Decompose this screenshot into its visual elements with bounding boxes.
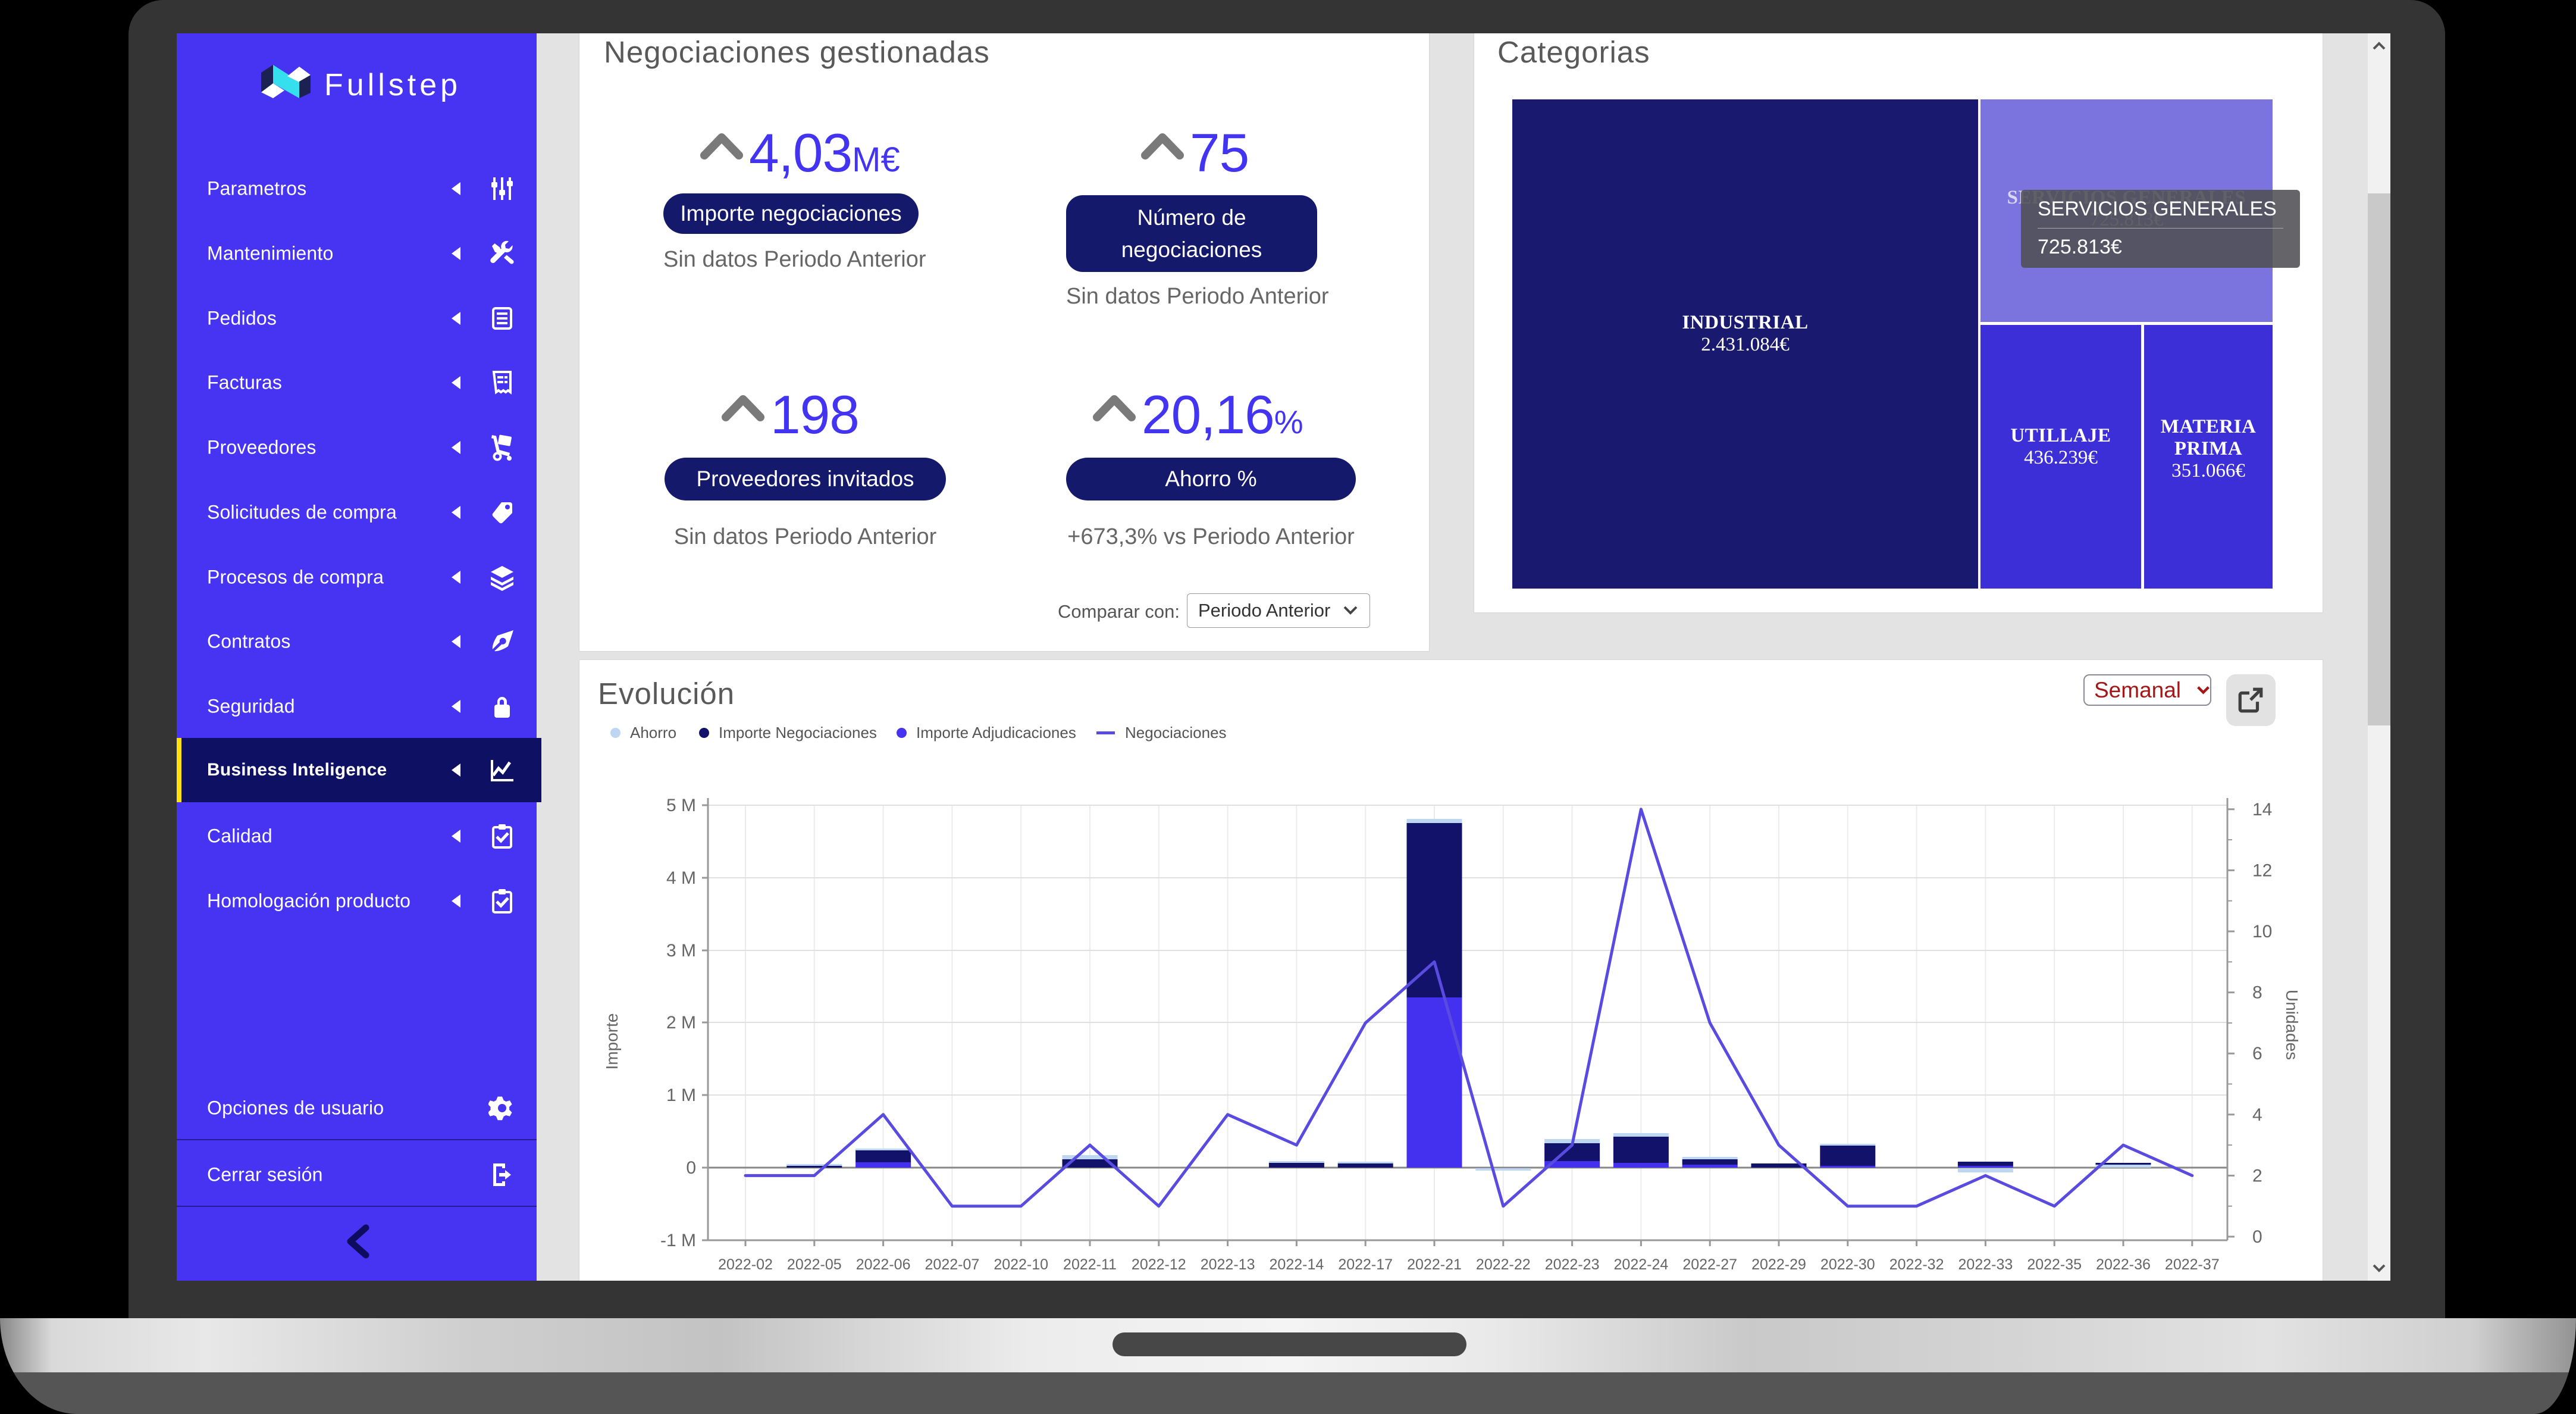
svg-text:0: 0 <box>2252 1227 2262 1247</box>
svg-text:1 M: 1 M <box>666 1085 696 1105</box>
svg-text:2022-02: 2022-02 <box>718 1256 773 1273</box>
svg-text:2022-33: 2022-33 <box>1958 1256 2013 1273</box>
svg-text:12: 12 <box>2252 861 2272 880</box>
svg-text:-1 M: -1 M <box>660 1231 696 1250</box>
svg-text:2022-24: 2022-24 <box>1614 1256 1669 1273</box>
svg-text:2022-17: 2022-17 <box>1338 1256 1393 1273</box>
svg-text:4: 4 <box>2252 1105 2262 1125</box>
svg-text:2: 2 <box>2252 1166 2262 1185</box>
svg-text:2022-30: 2022-30 <box>1820 1256 1875 1273</box>
svg-text:2022-14: 2022-14 <box>1270 1256 1324 1273</box>
svg-text:2022-07: 2022-07 <box>925 1256 980 1273</box>
svg-text:2022-06: 2022-06 <box>856 1256 911 1273</box>
svg-text:2022-05: 2022-05 <box>787 1256 842 1273</box>
svg-text:2 M: 2 M <box>666 1013 696 1033</box>
svg-text:2022-35: 2022-35 <box>2027 1256 2082 1273</box>
svg-text:3 M: 3 M <box>666 941 696 961</box>
svg-text:2022-10: 2022-10 <box>994 1256 1048 1273</box>
svg-text:Unidades: Unidades <box>2283 990 2301 1060</box>
svg-text:2022-13: 2022-13 <box>1201 1256 1255 1273</box>
svg-text:Importe: Importe <box>603 1013 621 1070</box>
svg-text:2022-12: 2022-12 <box>1132 1256 1186 1273</box>
svg-text:2022-37: 2022-37 <box>2165 1256 2220 1273</box>
svg-text:2022-32: 2022-32 <box>1889 1256 1944 1273</box>
svg-text:2022-22: 2022-22 <box>1476 1256 1531 1273</box>
svg-text:2022-27: 2022-27 <box>1682 1256 1737 1273</box>
svg-text:2022-11: 2022-11 <box>1063 1256 1117 1273</box>
svg-text:4 M: 4 M <box>666 868 696 888</box>
svg-text:2022-29: 2022-29 <box>1751 1256 1806 1273</box>
svg-text:8: 8 <box>2252 983 2262 1003</box>
svg-text:2022-23: 2022-23 <box>1545 1256 1600 1273</box>
svg-text:10: 10 <box>2252 922 2272 941</box>
svg-text:2022-21: 2022-21 <box>1407 1256 1462 1273</box>
svg-text:0: 0 <box>686 1158 696 1178</box>
svg-text:5 M: 5 M <box>666 796 696 815</box>
svg-text:2022-36: 2022-36 <box>2096 1256 2151 1273</box>
svg-text:14: 14 <box>2252 800 2272 819</box>
svg-text:6: 6 <box>2252 1044 2262 1063</box>
